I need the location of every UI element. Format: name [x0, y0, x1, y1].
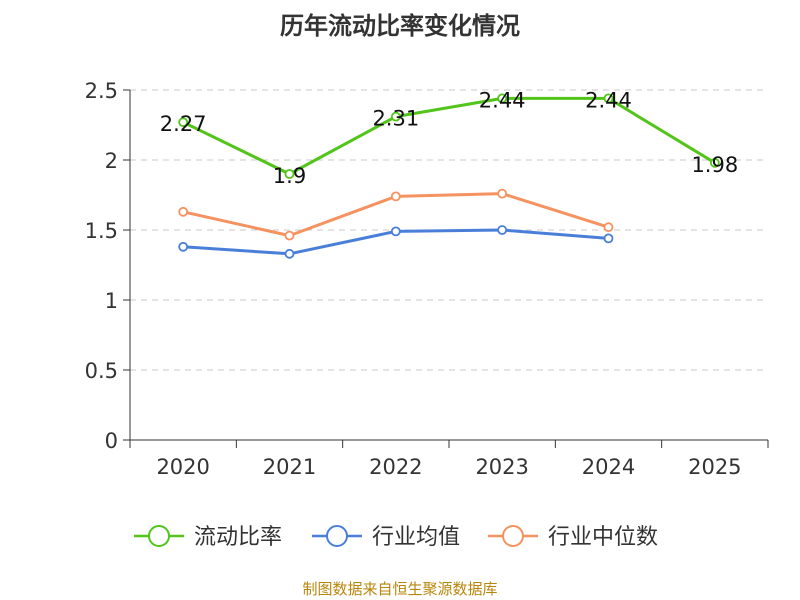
legend-label: 行业均值 — [372, 525, 460, 550]
data-label: 1.9 — [273, 164, 306, 188]
y-tick-label: 0 — [105, 429, 118, 453]
source-note: 制图数据来自恒生聚源数据库 — [302, 580, 498, 598]
chart-title: 历年流动比率变化情况 — [280, 12, 520, 40]
y-tick-label: 0.5 — [85, 359, 118, 383]
data-point — [284, 230, 295, 241]
data-label: 1.98 — [691, 153, 738, 177]
y-tick-label: 2.5 — [85, 79, 118, 103]
data-label: 2.44 — [479, 88, 526, 112]
data-point — [497, 93, 508, 104]
y-tick-label: 1.5 — [85, 219, 118, 243]
x-tick-label: 2023 — [475, 455, 528, 479]
data-point — [178, 117, 189, 128]
y-tick-label: 2 — [105, 149, 118, 173]
data-point — [497, 225, 508, 235]
legend-label: 流动比率 — [194, 525, 282, 550]
legend-swatch-marker — [148, 525, 170, 547]
data-point — [709, 157, 720, 168]
data-label: 2.44 — [585, 88, 632, 112]
x-tick-label: 2020 — [156, 455, 209, 479]
data-point — [390, 111, 401, 122]
legend-swatch-marker — [502, 525, 524, 547]
data-point — [603, 93, 614, 104]
legend-swatch-marker — [326, 525, 348, 547]
legend-label: 行业中位数 — [548, 525, 658, 550]
x-tick-label: 2022 — [369, 455, 422, 479]
data-point — [284, 248, 295, 259]
data-point — [603, 233, 614, 244]
data-label: 2.31 — [372, 107, 419, 131]
data-point — [178, 206, 189, 217]
data-point — [390, 226, 401, 237]
data-point — [603, 222, 614, 233]
data-point — [390, 191, 401, 202]
x-tick-label: 2025 — [688, 455, 741, 479]
data-point — [497, 188, 508, 199]
data-point — [284, 169, 295, 179]
series-line — [182, 96, 716, 176]
x-tick-label: 2021 — [263, 455, 316, 479]
data-label: 2.27 — [160, 112, 207, 136]
data-point — [178, 241, 189, 252]
x-tick-label: 2024 — [582, 455, 635, 479]
y-tick-label: 1 — [105, 289, 118, 313]
